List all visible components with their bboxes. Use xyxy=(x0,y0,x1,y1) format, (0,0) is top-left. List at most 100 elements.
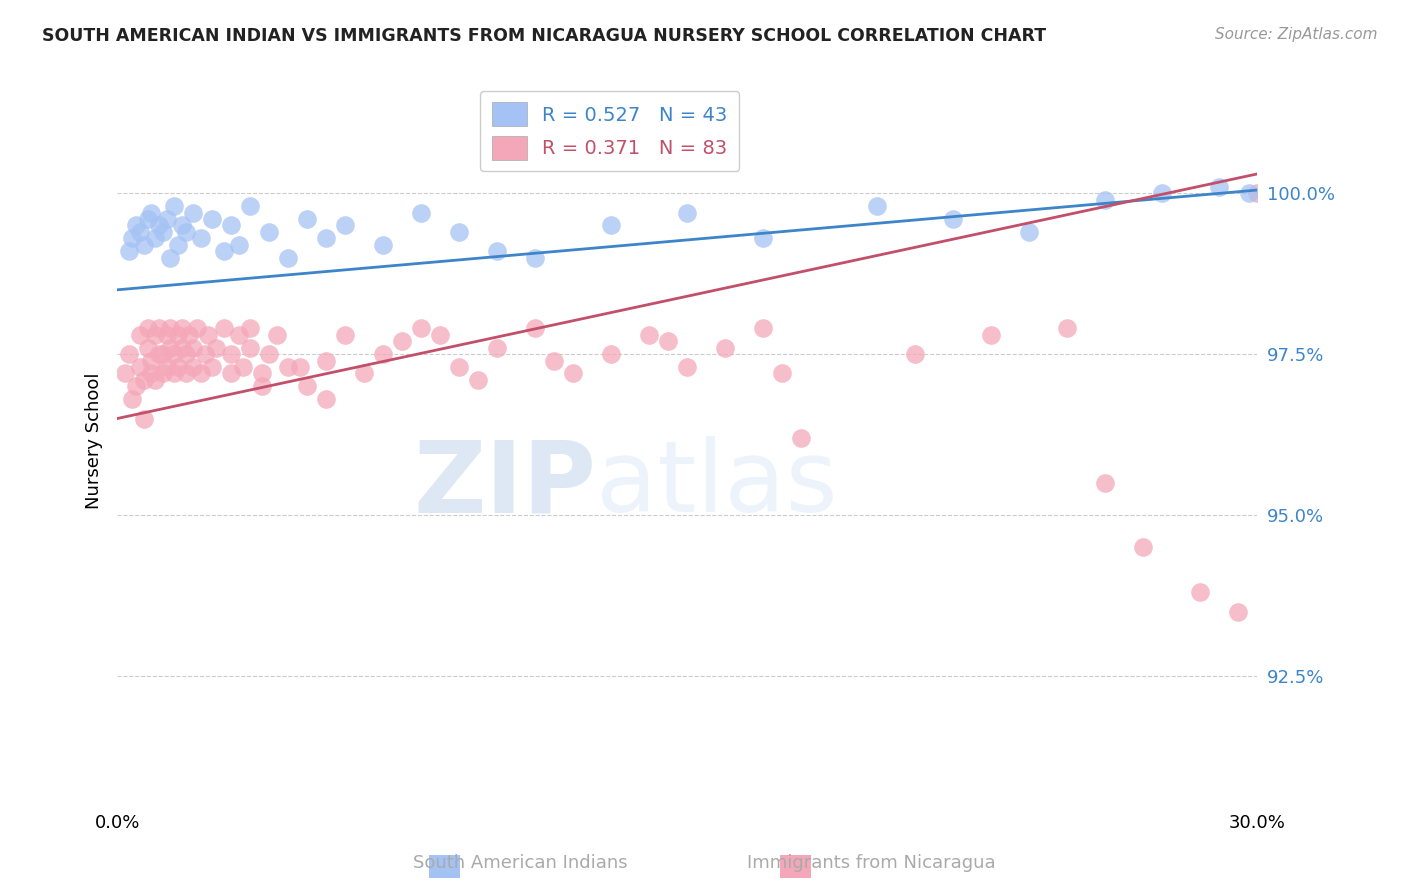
Point xyxy=(232,359,254,374)
Point xyxy=(148,219,170,233)
Point xyxy=(1150,186,1173,201)
Point xyxy=(143,373,166,387)
Point xyxy=(1094,475,1116,490)
Point xyxy=(129,359,152,374)
Point xyxy=(125,219,148,233)
Point xyxy=(201,212,224,227)
Point xyxy=(467,373,489,387)
Point xyxy=(373,347,395,361)
Point xyxy=(197,327,219,342)
Point xyxy=(315,392,337,407)
Point xyxy=(190,231,212,245)
Point xyxy=(179,327,201,342)
Point xyxy=(190,367,212,381)
Point xyxy=(239,199,262,213)
Point xyxy=(219,347,242,361)
Point xyxy=(167,237,190,252)
Point xyxy=(657,334,679,349)
Point xyxy=(132,411,155,425)
Point xyxy=(1132,541,1154,555)
Point xyxy=(277,359,299,374)
Point xyxy=(167,359,190,374)
Point xyxy=(125,379,148,393)
Point xyxy=(676,359,699,374)
Point xyxy=(163,347,186,361)
Point xyxy=(353,367,375,381)
Point xyxy=(129,225,152,239)
Point xyxy=(159,321,181,335)
Point xyxy=(152,225,174,239)
Point xyxy=(155,359,177,374)
Point xyxy=(676,205,699,219)
Point xyxy=(1189,585,1212,599)
Point xyxy=(790,431,813,445)
Point xyxy=(429,327,451,342)
Point xyxy=(295,379,318,393)
Point xyxy=(132,373,155,387)
Point xyxy=(562,367,585,381)
Point xyxy=(391,334,413,349)
Point xyxy=(174,225,197,239)
Point xyxy=(141,353,163,368)
Point xyxy=(980,327,1002,342)
Point xyxy=(159,341,181,355)
Y-axis label: Nursery School: Nursery School xyxy=(86,373,103,509)
Text: Source: ZipAtlas.com: Source: ZipAtlas.com xyxy=(1215,27,1378,42)
Point xyxy=(170,341,193,355)
Point xyxy=(152,347,174,361)
Point xyxy=(524,251,547,265)
Point xyxy=(212,321,235,335)
Point xyxy=(148,321,170,335)
Point xyxy=(212,244,235,259)
Point xyxy=(228,327,250,342)
Point xyxy=(315,231,337,245)
Point xyxy=(114,367,136,381)
Point xyxy=(219,219,242,233)
Point xyxy=(1208,179,1230,194)
Point xyxy=(159,251,181,265)
Point xyxy=(1056,321,1078,335)
Text: atlas: atlas xyxy=(596,436,838,533)
Text: Immigrants from Nicaragua: Immigrants from Nicaragua xyxy=(748,855,995,872)
Text: SOUTH AMERICAN INDIAN VS IMMIGRANTS FROM NICARAGUA NURSERY SCHOOL CORRELATION CH: SOUTH AMERICAN INDIAN VS IMMIGRANTS FROM… xyxy=(42,27,1046,45)
Point xyxy=(288,359,311,374)
Point xyxy=(174,367,197,381)
Text: South American Indians: South American Indians xyxy=(413,855,627,872)
Point xyxy=(152,367,174,381)
Point xyxy=(121,231,143,245)
Point xyxy=(117,347,139,361)
Point xyxy=(1227,605,1250,619)
Point xyxy=(250,367,273,381)
Point xyxy=(866,199,889,213)
Point xyxy=(373,237,395,252)
Point xyxy=(1246,186,1268,201)
Legend: R = 0.527   N = 43, R = 0.371   N = 83: R = 0.527 N = 43, R = 0.371 N = 83 xyxy=(481,91,740,171)
Point xyxy=(121,392,143,407)
Point xyxy=(132,237,155,252)
Point xyxy=(638,327,661,342)
Point xyxy=(600,347,623,361)
Point xyxy=(219,367,242,381)
Text: ZIP: ZIP xyxy=(413,436,596,533)
Point xyxy=(170,321,193,335)
Point xyxy=(163,199,186,213)
Point xyxy=(257,225,280,239)
Point xyxy=(315,353,337,368)
Point xyxy=(141,367,163,381)
Point xyxy=(1239,186,1261,201)
Point xyxy=(136,321,159,335)
Point xyxy=(170,219,193,233)
Point xyxy=(129,327,152,342)
Point xyxy=(411,321,433,335)
Point xyxy=(167,327,190,342)
Point xyxy=(486,341,509,355)
Point xyxy=(486,244,509,259)
Point xyxy=(449,359,471,374)
Point xyxy=(449,225,471,239)
Point xyxy=(239,341,262,355)
Point xyxy=(181,341,204,355)
Point xyxy=(295,212,318,227)
Point xyxy=(333,327,356,342)
Point xyxy=(752,231,775,245)
Point xyxy=(333,219,356,233)
